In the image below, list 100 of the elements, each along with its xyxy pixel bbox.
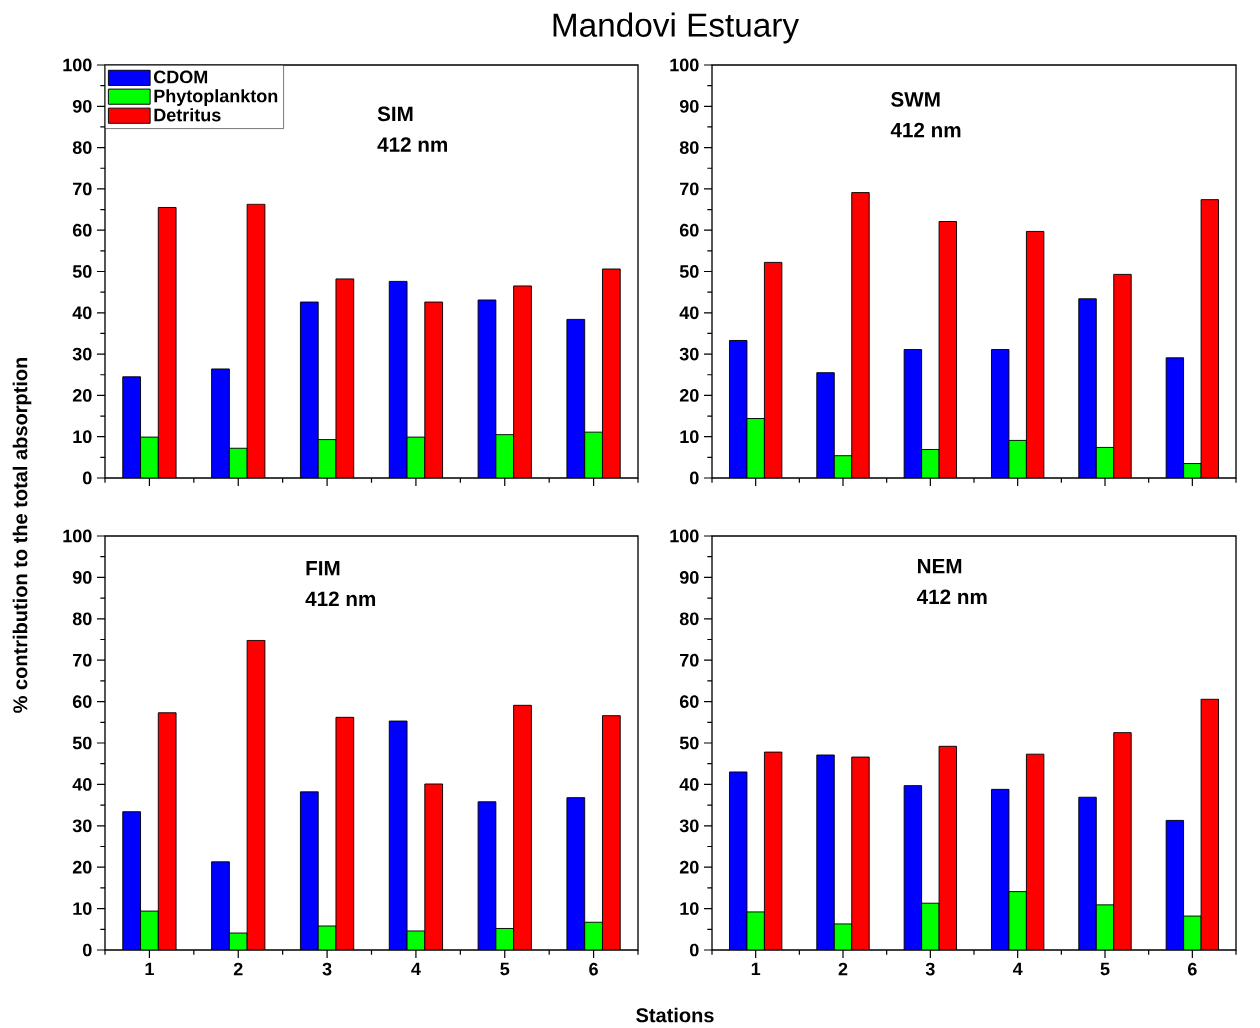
bar <box>584 921 603 950</box>
annotation: 412 nm <box>890 122 961 138</box>
y-tick-label: 10 <box>680 430 699 444</box>
bar <box>851 192 870 478</box>
bar <box>904 349 922 478</box>
y-tick-label: 50 <box>72 736 92 750</box>
y-tick-label: 90 <box>72 571 92 584</box>
x-tick-label: 6 <box>1188 962 1197 976</box>
bar <box>991 789 1009 950</box>
x-tick-label: 4 <box>411 962 421 976</box>
bar <box>904 785 922 950</box>
bar <box>1113 732 1132 950</box>
bar <box>729 340 747 478</box>
bar <box>1078 797 1097 950</box>
y-tick-label: 60 <box>679 223 699 237</box>
bar <box>157 712 177 950</box>
bar <box>1026 754 1044 950</box>
y-tick-label: 90 <box>679 99 699 113</box>
x-tick-label: 5 <box>500 962 510 976</box>
bar <box>816 372 835 478</box>
y-tick-label: 70 <box>73 653 92 667</box>
y-tick-label: 80 <box>72 612 92 626</box>
y-tick-label: 70 <box>680 653 699 667</box>
annotation: SWM <box>891 92 940 107</box>
x-tick-label: 3 <box>925 962 935 976</box>
bar <box>764 262 782 478</box>
y-tick-label: 20 <box>72 860 92 874</box>
y-tick-label: 40 <box>679 778 699 791</box>
y-tick-label: 0 <box>82 943 92 957</box>
y-tick-label: 40 <box>679 306 699 320</box>
y-tick-label: 50 <box>679 736 699 750</box>
y-tick-label: 20 <box>72 389 92 402</box>
x-axis-title: Stations <box>636 1007 714 1023</box>
y-tick-label: 90 <box>72 99 92 113</box>
x-tick-label: 6 <box>589 962 598 976</box>
x-tick-label: 4 <box>1012 962 1023 976</box>
y-tick-label: 100 <box>63 529 92 543</box>
legend-label: CDOM <box>154 70 208 84</box>
bar <box>140 436 159 478</box>
annotation: 412 nm <box>916 589 987 604</box>
bar <box>140 910 159 950</box>
x-tick-label: 2 <box>233 962 243 976</box>
bar <box>122 811 142 950</box>
bar <box>299 301 319 478</box>
bar <box>851 757 870 950</box>
y-axis-title: % contribution to the total absorption <box>12 357 32 713</box>
x-tick-label: 3 <box>322 962 332 976</box>
bar <box>424 301 444 478</box>
y-tick-label: 0 <box>82 471 92 485</box>
legend-label: Phytoplankton <box>154 89 278 106</box>
bar <box>513 704 532 950</box>
y-tick-label: 30 <box>679 819 699 833</box>
y-tick-label: 0 <box>690 943 699 957</box>
x-tick-label: 5 <box>1100 962 1110 976</box>
y-tick-label: 60 <box>72 695 92 708</box>
y-tick-label: 100 <box>63 58 92 72</box>
y-tick-label: 60 <box>679 695 699 708</box>
bar <box>602 715 621 950</box>
y-tick-label: 100 <box>670 58 699 72</box>
y-tick-label: 40 <box>72 306 92 320</box>
bar <box>816 755 835 950</box>
bar <box>991 349 1009 478</box>
bar <box>584 431 603 478</box>
y-tick-label: 40 <box>72 778 92 791</box>
annotation: FIM <box>306 561 340 576</box>
y-tick-label: 30 <box>72 347 92 361</box>
bar <box>939 221 957 478</box>
x-tick-label: 2 <box>838 962 848 976</box>
x-tick-label: 1 <box>751 962 761 976</box>
bar <box>1200 199 1220 478</box>
y-tick-label: 10 <box>73 902 92 915</box>
annotation: NEM <box>918 559 962 574</box>
bar <box>1200 698 1220 950</box>
y-tick-label: 80 <box>679 612 699 626</box>
bar <box>764 752 782 950</box>
x-tick-label: 1 <box>145 962 154 976</box>
chart-title: Mandovi Estuary <box>553 12 800 44</box>
bar <box>602 268 621 478</box>
bar <box>211 368 230 478</box>
annotation: SIM <box>377 106 413 122</box>
bar <box>211 861 230 950</box>
y-tick-label: 10 <box>73 430 92 444</box>
y-tick-label: 60 <box>72 223 92 237</box>
y-tick-label: 70 <box>73 182 92 196</box>
y-tick-label: 20 <box>679 860 699 874</box>
y-tick-label: 80 <box>72 141 92 154</box>
y-tick-label: 50 <box>72 265 92 278</box>
bar <box>1165 357 1185 478</box>
y-tick-label: 70 <box>680 182 699 196</box>
y-tick-label: 30 <box>679 347 699 361</box>
y-tick-label: 50 <box>679 265 699 278</box>
bar <box>513 285 532 478</box>
y-tick-label: 20 <box>679 389 699 402</box>
bar <box>1078 298 1097 478</box>
bar <box>424 783 444 950</box>
bar <box>1026 231 1044 478</box>
y-tick-label: 90 <box>679 571 699 584</box>
legend-label: Detritus <box>154 108 221 122</box>
bar <box>246 639 266 950</box>
bar <box>1113 274 1132 478</box>
